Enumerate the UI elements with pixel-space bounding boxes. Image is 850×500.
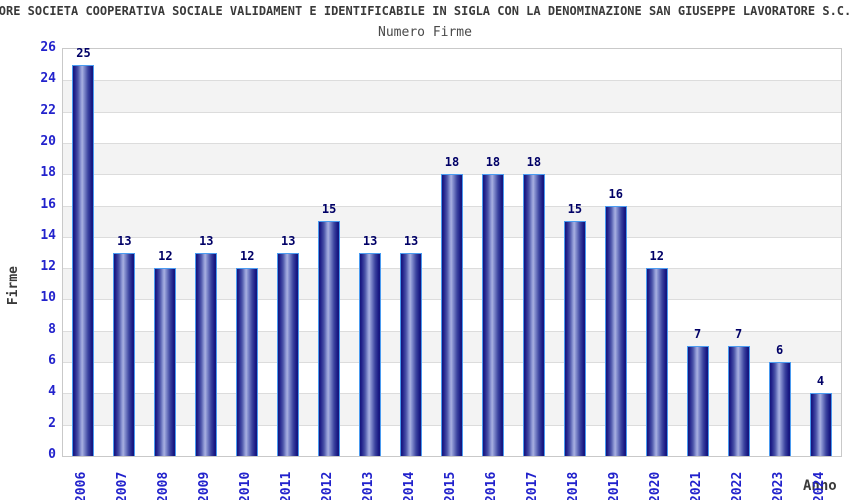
x-tick-label: 2014 bbox=[402, 471, 418, 500]
bar-2007 bbox=[113, 252, 136, 456]
y-tick-label: 16 bbox=[40, 196, 56, 212]
x-tick-label: 2016 bbox=[483, 471, 499, 500]
x-tick-label: 2012 bbox=[320, 471, 336, 500]
x-tick-label: 2008 bbox=[156, 471, 172, 500]
x-tick-label: 2011 bbox=[279, 471, 295, 500]
bar-2018 bbox=[563, 221, 586, 456]
bar-2016 bbox=[481, 174, 504, 456]
y-tick-label: 8 bbox=[48, 321, 56, 337]
y-tick-label: 20 bbox=[40, 133, 56, 149]
x-tick-label: 2020 bbox=[647, 471, 663, 500]
y-axis-title: Firme bbox=[6, 266, 21, 306]
bar-value-label: 13 bbox=[362, 233, 378, 248]
x-tick-label: 2010 bbox=[238, 471, 254, 500]
x-tick-label: 2009 bbox=[197, 471, 213, 500]
bar-value-label: 6 bbox=[775, 343, 784, 358]
bar-2020 bbox=[645, 268, 668, 456]
bar-value-label: 12 bbox=[158, 249, 173, 264]
bar-value-label: 13 bbox=[403, 233, 419, 248]
y-tick-label: 12 bbox=[40, 259, 56, 275]
x-tick-label: 2019 bbox=[606, 471, 622, 500]
bar-2012 bbox=[318, 221, 341, 456]
x-tick-label: 2021 bbox=[688, 471, 704, 500]
bar-2017 bbox=[522, 174, 545, 456]
gridline bbox=[63, 142, 841, 144]
bar-2024 bbox=[809, 393, 832, 456]
x-axis-title: Anno bbox=[803, 478, 837, 494]
x-tick-label: 2017 bbox=[524, 471, 540, 500]
bar-2019 bbox=[604, 205, 627, 456]
bar-2022 bbox=[727, 346, 750, 456]
y-tick-label: 18 bbox=[40, 165, 56, 181]
bar-2015 bbox=[441, 174, 463, 456]
bar-value-label: 12 bbox=[240, 249, 255, 264]
bar-value-label: 13 bbox=[199, 233, 214, 248]
bar-2023 bbox=[768, 362, 791, 456]
y-tick-label: 0 bbox=[48, 447, 56, 462]
y-tick-label: 10 bbox=[40, 290, 56, 306]
bar-value-label: 18 bbox=[526, 155, 542, 170]
bar-value-label: 15 bbox=[567, 202, 583, 217]
x-tick-label: 2024 bbox=[811, 471, 827, 500]
x-tick-label: 2007 bbox=[115, 471, 131, 500]
plot-band bbox=[63, 142, 841, 175]
bar-value-label: 4 bbox=[816, 374, 825, 389]
bar-2006 bbox=[72, 64, 95, 456]
bar-2008 bbox=[154, 268, 177, 456]
y-tick-label: 4 bbox=[48, 384, 56, 400]
gridline bbox=[63, 80, 841, 82]
bar-value-label: 13 bbox=[280, 233, 296, 248]
bar-value-label: 16 bbox=[608, 186, 623, 201]
plot-band bbox=[63, 80, 841, 112]
bar-2013 bbox=[359, 252, 382, 456]
bar-2010 bbox=[236, 268, 259, 456]
x-tick-label: 2015 bbox=[443, 471, 458, 500]
bar-2021 bbox=[686, 346, 709, 456]
y-tick-label: 26 bbox=[40, 40, 56, 55]
plot-area: 25 13 12 13 12 13 15 13 13 18 18 18 15 16 12 7 7 6 4 bbox=[62, 45, 842, 457]
x-tick-label: 2013 bbox=[361, 471, 377, 500]
bar-2011 bbox=[277, 252, 300, 456]
y-tick-label: 22 bbox=[40, 102, 56, 118]
bar-value-label: 7 bbox=[735, 327, 743, 342]
x-tick-label: 2006 bbox=[74, 471, 90, 500]
bar-2009 bbox=[195, 252, 218, 456]
bar-2014 bbox=[400, 252, 423, 456]
chart-title: ATORE SOCIETA COOPERATIVA SOCIALE VALIDA… bbox=[0, 4, 850, 18]
gridline bbox=[63, 111, 841, 113]
bar-value-label: 25 bbox=[76, 45, 91, 60]
bar-value-label: 18 bbox=[444, 155, 460, 170]
x-tick-label: 2022 bbox=[729, 471, 745, 500]
y-tick-label: 24 bbox=[40, 71, 56, 87]
bar-value-label: 7 bbox=[694, 327, 702, 342]
y-tick-label: 2 bbox=[48, 415, 56, 431]
y-tick-label: 14 bbox=[40, 227, 56, 243]
y-tick-label: 6 bbox=[48, 353, 56, 369]
x-tick-label: 2023 bbox=[770, 471, 786, 500]
bar-value-label: 18 bbox=[485, 155, 501, 170]
x-tick-label: 2018 bbox=[565, 471, 581, 500]
bar-value-label: 13 bbox=[117, 233, 132, 248]
chart-subtitle: Numero Firme bbox=[378, 25, 472, 40]
bar-value-label: 15 bbox=[321, 202, 337, 217]
bar-value-label: 12 bbox=[649, 249, 664, 264]
